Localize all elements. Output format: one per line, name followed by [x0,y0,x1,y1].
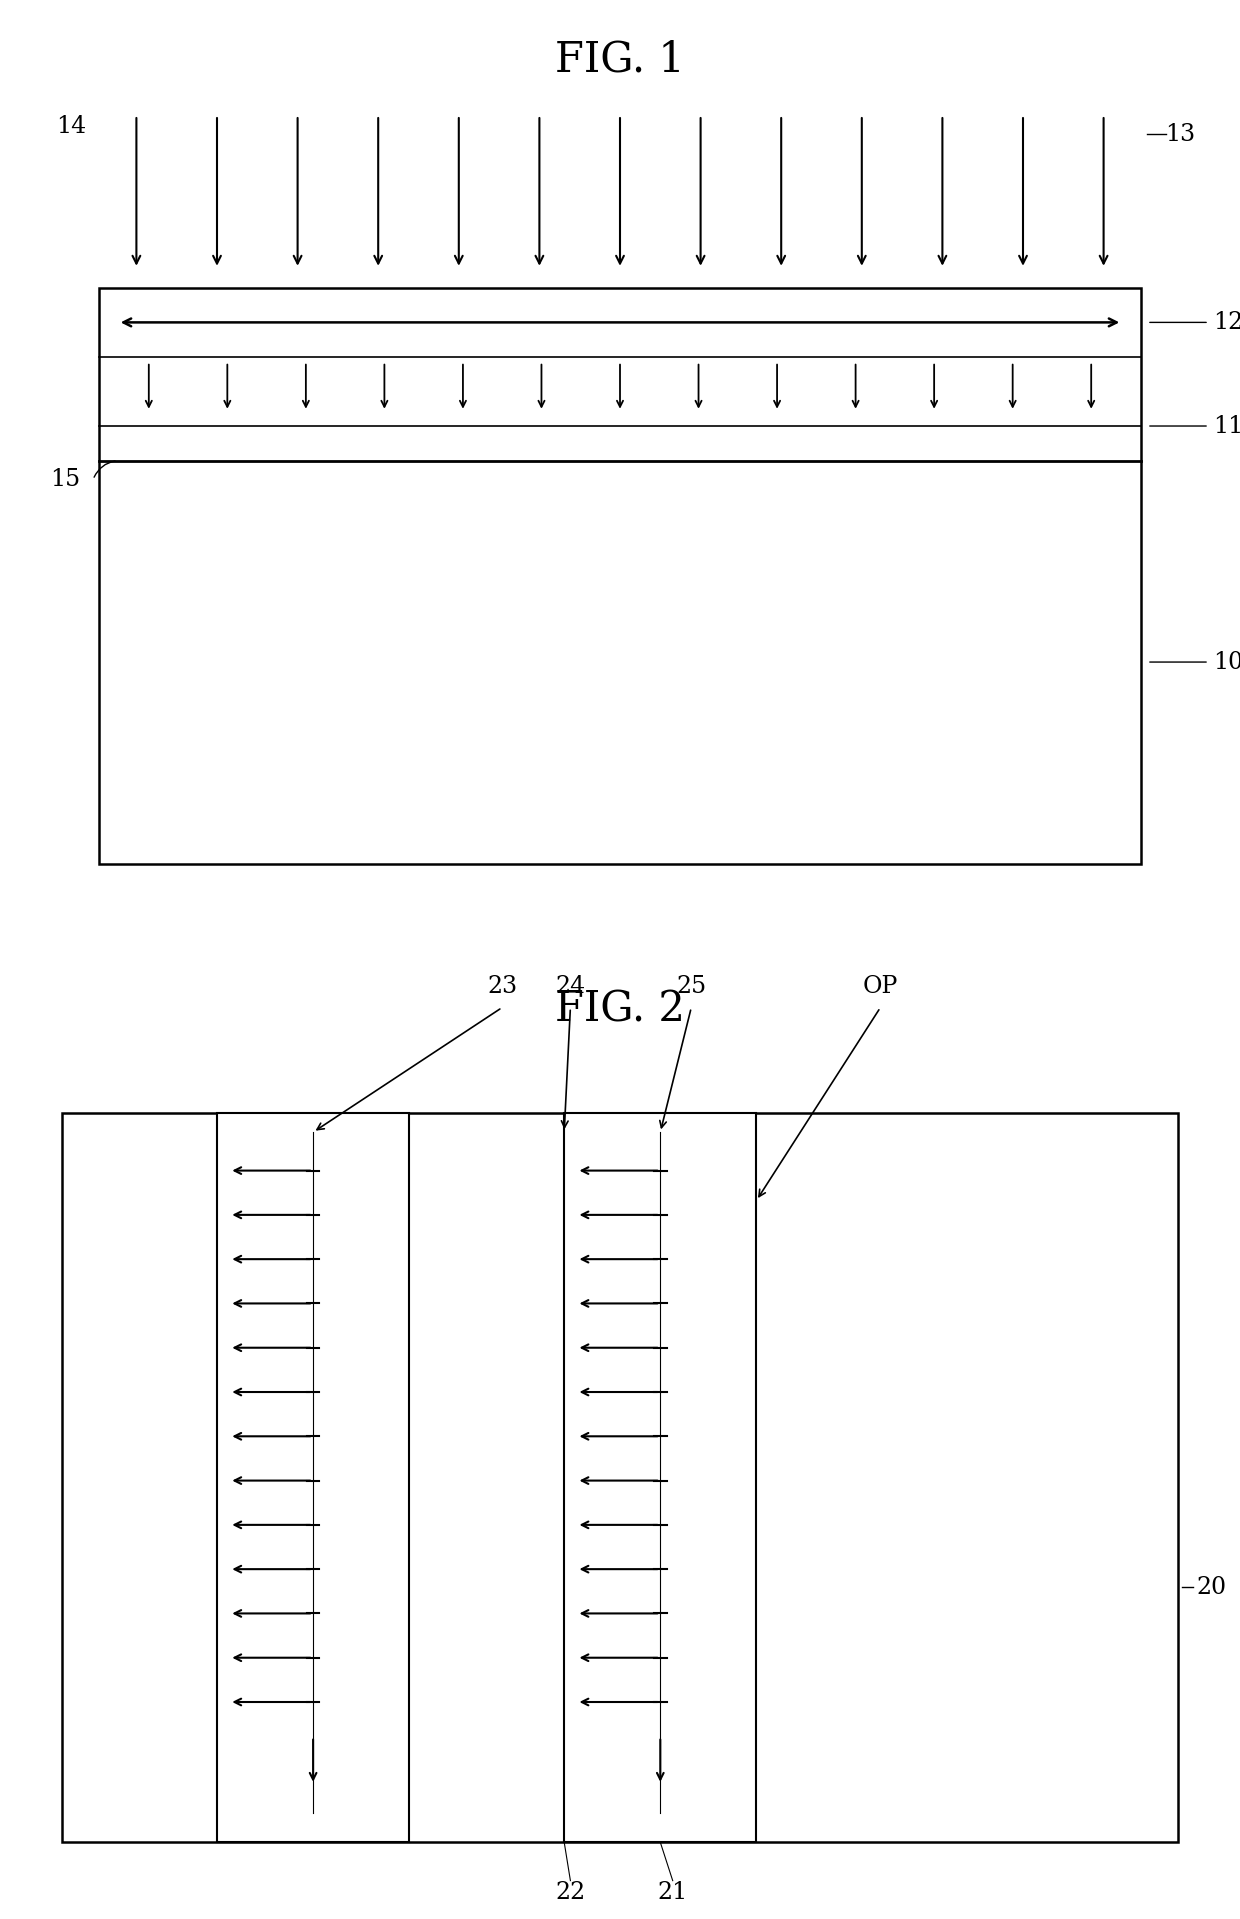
Text: 15: 15 [51,468,81,491]
Text: FIG. 1: FIG. 1 [556,38,684,81]
Text: 13: 13 [1166,123,1195,146]
Text: FIG. 2: FIG. 2 [556,988,684,1031]
Text: 10: 10 [1213,651,1240,674]
Text: 23: 23 [487,975,517,998]
Text: OP: OP [863,975,898,998]
Text: 21: 21 [657,1881,688,1904]
Text: 24: 24 [556,975,585,998]
Bar [62,1113,1178,1842]
Bar [99,288,1141,864]
Text: 20: 20 [1197,1575,1226,1599]
Text: 25: 25 [676,975,707,998]
Text: 22: 22 [556,1881,585,1904]
Text: 14: 14 [57,115,87,138]
Bar [217,1113,409,1842]
Bar [564,1113,756,1842]
Text: 12: 12 [1213,311,1240,334]
Text: 11: 11 [1213,415,1240,438]
